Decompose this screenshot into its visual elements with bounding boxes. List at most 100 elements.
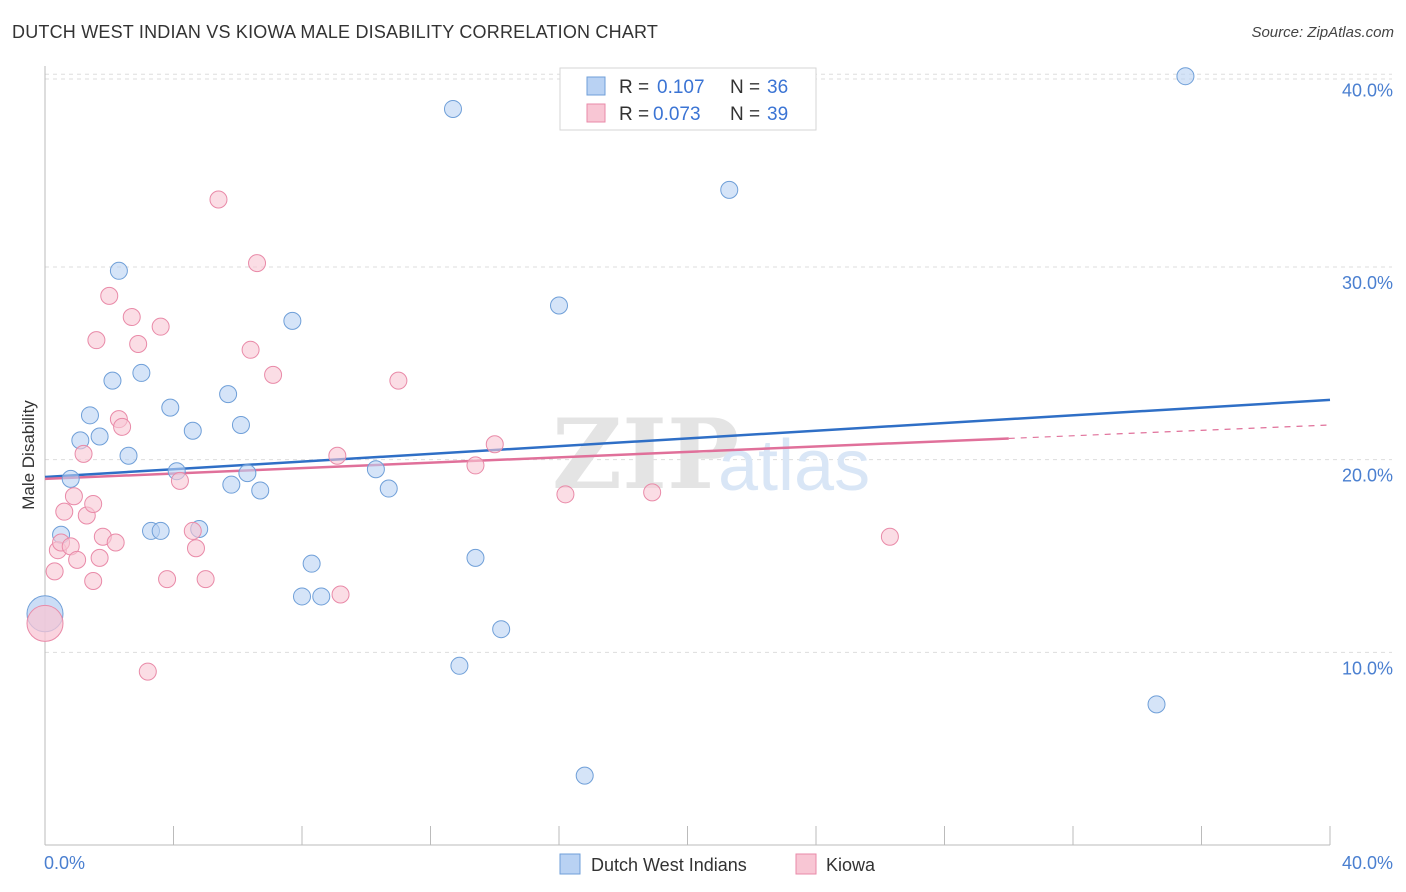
y-tick-label-20: 20.0% bbox=[1342, 466, 1393, 486]
kiowa-point bbox=[643, 483, 662, 502]
kiowa-point bbox=[87, 331, 106, 350]
dutch-point bbox=[61, 469, 80, 488]
top-legend: R = 0.107 N = 36 R = 0.073 N = 39 bbox=[559, 67, 817, 131]
kiowa-point bbox=[90, 548, 109, 567]
bottom-legend-label-dutch: Dutch West Indians bbox=[591, 855, 747, 875]
kiowa-point bbox=[556, 485, 575, 504]
dutch-point bbox=[238, 464, 257, 483]
kiowa-point bbox=[880, 527, 899, 546]
dutch-point bbox=[450, 656, 469, 675]
dutch-point bbox=[366, 460, 385, 479]
kiowa-point bbox=[241, 340, 260, 359]
kiowa-point bbox=[196, 570, 215, 589]
dutch-point bbox=[1147, 695, 1166, 714]
kiowa-point bbox=[151, 317, 170, 336]
kiowa-point bbox=[264, 365, 283, 384]
source-label: Source: ZipAtlas.com bbox=[1251, 24, 1394, 41]
dutch-point bbox=[466, 548, 485, 567]
kiowa-point bbox=[45, 562, 64, 581]
legend-n-label-dutch: N = bbox=[730, 77, 760, 98]
dutch-point bbox=[183, 421, 202, 440]
dutch-point bbox=[222, 475, 241, 494]
kiowa-point bbox=[84, 494, 103, 513]
legend-swatch-dutch bbox=[586, 76, 606, 96]
y-tick-label-10: 10.0% bbox=[1342, 658, 1393, 678]
dutch-point bbox=[119, 446, 138, 465]
chart-title: DUTCH WEST INDIAN VS KIOWA MALE DISABILI… bbox=[12, 22, 659, 42]
y-axis-label: Male Disability bbox=[19, 400, 38, 510]
y-tick-label-40: 40.0% bbox=[1342, 80, 1393, 100]
dutch-point bbox=[151, 521, 170, 540]
legend-r-label-dutch: R = bbox=[619, 77, 649, 98]
dutch-point bbox=[103, 371, 122, 390]
kiowa-point bbox=[113, 417, 132, 436]
kiowa-point bbox=[68, 550, 87, 569]
kiowa-trend-extension bbox=[1008, 424, 1331, 440]
bottom-legend: Dutch West Indians Kiowa bbox=[559, 853, 876, 875]
kiowa-point bbox=[106, 533, 125, 552]
kiowa-point bbox=[209, 190, 228, 209]
dutch-point bbox=[109, 261, 128, 280]
dutch-point bbox=[550, 296, 568, 315]
dutch-point bbox=[312, 587, 331, 606]
y-tick-label-30: 30.0% bbox=[1342, 273, 1393, 293]
dutch-point bbox=[379, 479, 398, 498]
kiowa-point bbox=[466, 456, 485, 475]
watermark-atlas: atlas bbox=[718, 426, 870, 506]
dutch-point bbox=[90, 427, 109, 446]
dutch-point bbox=[219, 385, 238, 404]
legend-n-label-kiowa: N = bbox=[730, 104, 760, 125]
legend-n-value-dutch: 36 bbox=[767, 77, 788, 98]
dutch-point bbox=[283, 311, 302, 330]
x-tick-labels: 0.0% 40.0% bbox=[44, 853, 1393, 873]
dutch-point bbox=[132, 363, 151, 382]
dutch-point bbox=[1176, 67, 1195, 86]
kiowa-point bbox=[138, 662, 157, 681]
legend-r-value-kiowa: 0.073 bbox=[653, 104, 701, 125]
bottom-legend-swatch-kiowa bbox=[795, 853, 817, 875]
kiowa-point bbox=[26, 604, 64, 642]
dutch-point bbox=[80, 406, 99, 425]
bottom-legend-label-kiowa: Kiowa bbox=[826, 855, 876, 875]
dutch-point bbox=[302, 554, 321, 573]
kiowa-point bbox=[248, 254, 267, 273]
dutch-point bbox=[161, 398, 180, 417]
kiowa-point bbox=[129, 335, 148, 354]
kiowa-point bbox=[170, 471, 189, 490]
kiowa-point bbox=[328, 446, 347, 465]
kiowa-point bbox=[55, 502, 74, 521]
legend-swatch-kiowa bbox=[586, 103, 606, 123]
kiowa-point bbox=[389, 371, 408, 390]
kiowa-point bbox=[331, 585, 350, 604]
dutch-point bbox=[231, 415, 250, 434]
dutch-point bbox=[251, 481, 270, 500]
kiowa-point bbox=[158, 570, 177, 589]
y-tick-labels: 10.0% 20.0% 30.0% 40.0% bbox=[1342, 80, 1393, 678]
legend-r-value-dutch: 0.107 bbox=[657, 77, 705, 98]
kiowa-point bbox=[183, 521, 202, 540]
dutch-trend-line bbox=[44, 398, 1331, 479]
kiowa-point bbox=[186, 539, 205, 558]
data-points bbox=[26, 67, 1195, 785]
kiowa-point bbox=[84, 572, 103, 591]
kiowa-trend-line bbox=[44, 437, 1009, 481]
dutch-point bbox=[443, 99, 462, 118]
grid bbox=[45, 73, 1392, 653]
dutch-point bbox=[720, 180, 739, 199]
dutch-point bbox=[492, 620, 511, 639]
kiowa-point bbox=[485, 435, 504, 454]
kiowa-point bbox=[100, 286, 119, 305]
kiowa-point bbox=[122, 308, 141, 327]
trend-lines bbox=[44, 398, 1331, 481]
kiowa-point bbox=[64, 487, 83, 506]
bottom-legend-swatch-dutch bbox=[559, 853, 581, 875]
x-tick-label-min: 0.0% bbox=[44, 853, 85, 873]
x-tick-label-max: 40.0% bbox=[1342, 853, 1393, 873]
legend-n-value-kiowa: 39 bbox=[767, 104, 788, 125]
axes bbox=[44, 66, 1331, 846]
dutch-point bbox=[575, 766, 594, 785]
legend-r-label-kiowa: R = bbox=[619, 104, 649, 125]
dutch-point bbox=[293, 587, 311, 606]
kiowa-point bbox=[74, 444, 93, 463]
